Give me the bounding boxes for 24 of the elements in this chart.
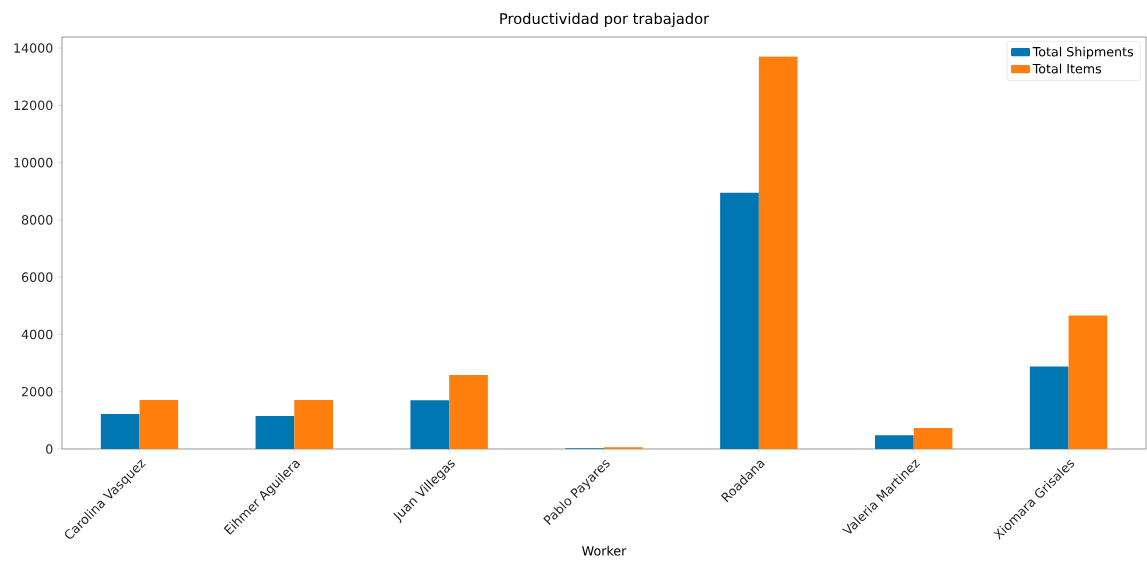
y-tick-label: 4000 <box>21 329 53 340</box>
x-axis-title: Worker <box>582 545 627 556</box>
bar <box>913 428 953 449</box>
bar <box>720 192 759 449</box>
bar <box>255 416 295 449</box>
y-tick-label: 6000 <box>21 272 53 282</box>
bar <box>1068 315 1108 449</box>
y-tick-label: 12000 <box>14 100 53 111</box>
y-tick-label: 2000 <box>21 386 53 397</box>
y-tick-label: 0 <box>46 444 53 454</box>
legend-label: Total Items <box>1032 63 1102 74</box>
y-tick-label: 14000 <box>14 43 53 53</box>
bar <box>758 56 798 449</box>
bar <box>410 400 450 449</box>
bar <box>139 400 179 449</box>
bar <box>100 414 140 449</box>
bar <box>875 435 914 449</box>
bar <box>449 375 488 449</box>
chart-title: Productividad por trabajador <box>500 12 710 27</box>
y-tick-label: 8000 <box>21 215 53 225</box>
legend-label: Total Shipments <box>1032 46 1134 59</box>
bar <box>294 400 334 449</box>
bar <box>1029 366 1069 449</box>
y-tick-label: 10000 <box>14 157 53 168</box>
